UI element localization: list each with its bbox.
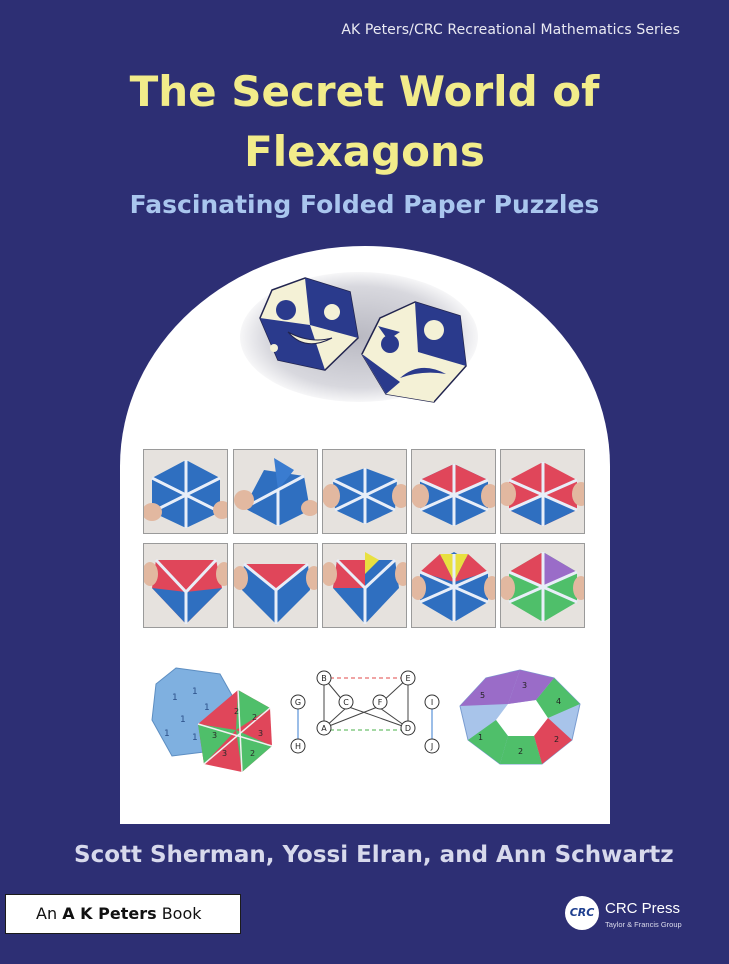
- graph-node-label: B: [321, 674, 327, 683]
- publisher-name: CRC Press: [605, 900, 681, 917]
- svg-text:1: 1: [180, 715, 186, 725]
- fold-step-photo: [233, 543, 318, 628]
- fold-step-photo: [233, 449, 318, 534]
- flexagon-ring-diagram: 5 3 4 2 2 1: [459, 669, 581, 765]
- graph-node-label: J: [430, 742, 433, 751]
- svg-text:2: 2: [234, 707, 239, 716]
- svg-text:1: 1: [172, 693, 178, 703]
- fold-step-photo: [322, 543, 407, 628]
- graph-node-label: H: [295, 742, 301, 751]
- svg-text:1: 1: [192, 733, 198, 743]
- svg-text:2: 2: [554, 735, 559, 744]
- svg-text:2: 2: [518, 747, 523, 756]
- crc-logo-icon: CRC: [565, 896, 599, 930]
- imprint-badge: An A K Peters Book: [5, 894, 241, 934]
- graph-node-label: F: [378, 698, 383, 707]
- folding-sequence-grid: [143, 449, 587, 629]
- publisher-tagline: Taylor & Francis Group: [605, 920, 682, 929]
- fold-step-photo: [322, 449, 407, 534]
- imprint-suffix: Book: [161, 904, 202, 923]
- graph-node-label: G: [295, 698, 301, 707]
- imprint-prefix: An: [36, 904, 58, 923]
- series-name: AK Peters/CRC Recreational Mathematics S…: [341, 22, 680, 38]
- graph-node-label: D: [405, 724, 411, 733]
- fold-step-photo: [500, 543, 585, 628]
- comedy-mask-icon: [259, 277, 359, 371]
- tragedy-mask-icon: [361, 301, 467, 403]
- fold-step-photo: [500, 449, 585, 534]
- fold-step-photo: [143, 449, 228, 534]
- theater-masks-illustration: [259, 277, 467, 403]
- graph-node-label: I: [431, 698, 433, 707]
- svg-text:3: 3: [258, 729, 263, 738]
- svg-text:3: 3: [222, 749, 227, 758]
- svg-text:5: 5: [480, 691, 485, 700]
- svg-text:3: 3: [212, 731, 217, 740]
- svg-text:4: 4: [556, 697, 561, 706]
- svg-text:1: 1: [164, 729, 170, 739]
- fold-step-photo: [411, 449, 496, 534]
- title-line-1: The Secret World of: [129, 67, 600, 116]
- subtitle: Fascinating Folded Paper Puzzles: [129, 190, 600, 219]
- svg-text:2: 2: [250, 749, 255, 758]
- title-line-2: Flexagons: [244, 127, 485, 176]
- flexagon-state-graph: B E G C F I A D H J: [290, 670, 440, 754]
- publisher-logo: CRC CRC Press Taylor & Francis Group: [565, 896, 715, 936]
- fold-step-photo: [411, 543, 496, 628]
- book-authors: Scott Sherman, Yossi Elran, and Ann Schw…: [74, 842, 674, 868]
- svg-text:3: 3: [522, 681, 527, 690]
- graph-node-label: E: [405, 674, 410, 683]
- imprint-brand: A K Peters: [62, 904, 157, 923]
- svg-text:2: 2: [252, 713, 257, 722]
- fold-step-photo: [143, 543, 228, 628]
- svg-text:1: 1: [192, 687, 198, 697]
- graph-node-label: C: [343, 698, 349, 707]
- graph-node-label: A: [321, 724, 327, 733]
- svg-text:1: 1: [204, 703, 210, 713]
- svg-text:1: 1: [478, 733, 483, 742]
